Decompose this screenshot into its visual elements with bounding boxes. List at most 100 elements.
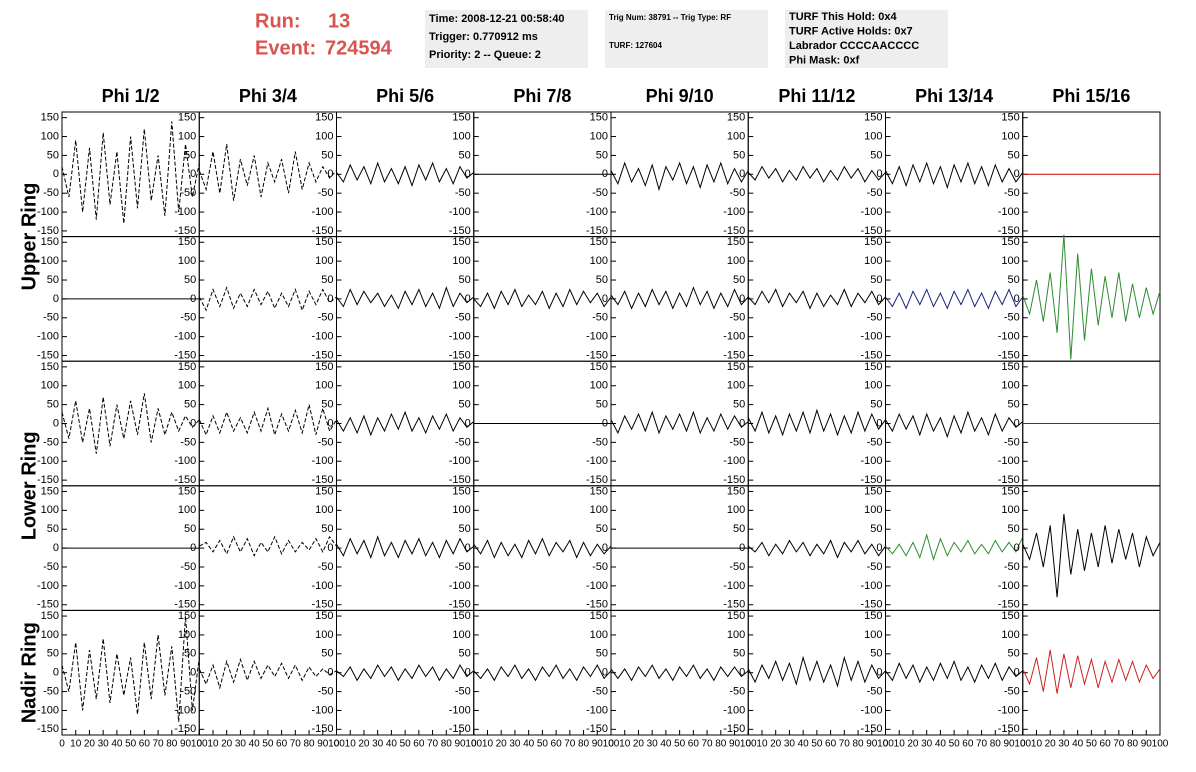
y-tick-label: -100 [174, 580, 196, 592]
y-tick-label: 0 [1014, 293, 1020, 305]
x-tick-label: 40 [249, 739, 261, 750]
y-tick-label: -50 [867, 312, 883, 324]
y-tick-label: 150 [452, 112, 470, 124]
y-tick-label: 0 [190, 417, 196, 429]
y-tick-label: 50 [1008, 523, 1020, 535]
panel-frame [1022, 609, 1161, 736]
y-tick-label: 150 [864, 361, 882, 373]
x-tick-label: 20 [84, 739, 96, 750]
y-tick-label: -150 [311, 599, 333, 611]
y-tick-label: -50 [729, 436, 745, 448]
y-tick-label: 50 [459, 149, 471, 161]
x-tick-label: 50 [1086, 739, 1098, 750]
y-tick-label: 100 [1001, 255, 1019, 267]
y-tick-label: 50 [47, 149, 59, 161]
y-tick-label: -50 [455, 436, 471, 448]
column-header: Phi 15/16 [1052, 86, 1130, 106]
y-tick-label: -50 [1004, 187, 1020, 199]
x-tick-label: 100 [877, 739, 894, 750]
y-tick-label: -100 [449, 704, 471, 716]
waveform [885, 660, 1024, 684]
y-tick-label: -50 [43, 436, 59, 448]
y-tick-label: 100 [864, 130, 882, 142]
y-tick-label: 100 [864, 504, 882, 516]
x-tick-label: 0 [745, 739, 751, 750]
info-box [605, 10, 768, 68]
y-tick-label: 150 [590, 485, 608, 497]
y-tick-label: 50 [870, 399, 882, 411]
y-tick-label: -50 [1004, 436, 1020, 448]
y-tick-label: -100 [723, 455, 745, 467]
panel-frame [1022, 485, 1161, 611]
y-tick-label: -50 [180, 561, 196, 573]
y-tick-label: -50 [592, 436, 608, 448]
y-tick-label: -100 [998, 704, 1020, 716]
y-tick-label: 0 [876, 293, 882, 305]
x-tick-label: 10 [1031, 739, 1043, 750]
y-tick-label: 0 [190, 667, 196, 679]
y-tick-label: 50 [321, 399, 333, 411]
waveform [336, 286, 475, 310]
waveform [1022, 234, 1161, 360]
y-tick-label: 100 [727, 629, 745, 641]
y-tick-label: 150 [590, 610, 608, 622]
y-tick-label: -100 [37, 580, 59, 592]
y-tick-label: 0 [602, 417, 608, 429]
waveform [610, 410, 749, 435]
x-tick-label: 50 [537, 739, 549, 750]
y-tick-label: 50 [596, 648, 608, 660]
y-tick-label: -150 [174, 723, 196, 735]
waveform [336, 664, 475, 682]
x-tick-label: 10 [894, 739, 906, 750]
y-tick-label: 0 [876, 168, 882, 180]
y-tick-label: 0 [739, 168, 745, 180]
y-tick-label: -50 [43, 187, 59, 199]
y-tick-label: 150 [727, 361, 745, 373]
y-tick-label: 0 [465, 542, 471, 554]
y-tick-label: -150 [998, 723, 1020, 735]
y-tick-label: 150 [452, 361, 470, 373]
y-tick-label: -100 [449, 580, 471, 592]
y-tick-label: -100 [586, 580, 608, 592]
waveform [61, 616, 200, 722]
x-tick-label: 30 [647, 739, 659, 750]
y-tick-label: 50 [47, 648, 59, 660]
x-tick-label: 30 [235, 739, 247, 750]
waveform [747, 165, 886, 183]
y-tick-label: 150 [590, 236, 608, 248]
y-tick-label: 100 [315, 130, 333, 142]
y-tick-label: 100 [727, 504, 745, 516]
y-tick-label: 150 [315, 236, 333, 248]
info-text: TURF This Hold: 0x4 [789, 11, 897, 23]
y-tick-label: 150 [727, 236, 745, 248]
y-tick-label: 50 [870, 149, 882, 161]
y-tick-label: -150 [311, 723, 333, 735]
y-tick-label: 100 [41, 380, 59, 392]
y-tick-label: 100 [452, 504, 470, 516]
y-tick-label: -50 [867, 436, 883, 448]
y-tick-label: -150 [998, 349, 1020, 361]
y-tick-label: 0 [190, 168, 196, 180]
y-tick-label: -50 [867, 685, 883, 697]
waveform [885, 161, 1024, 190]
x-tick-label: 10 [619, 739, 631, 750]
y-tick-label: 150 [178, 112, 196, 124]
y-tick-label: -100 [860, 455, 882, 467]
waveform [610, 161, 749, 192]
y-tick-label: 50 [459, 523, 471, 535]
y-tick-label: 150 [1001, 112, 1019, 124]
waveform [747, 288, 886, 310]
y-tick-label: 100 [727, 380, 745, 392]
y-tick-label: 150 [452, 485, 470, 497]
y-tick-label: 100 [864, 380, 882, 392]
y-tick-label: -100 [723, 704, 745, 716]
y-tick-label: -150 [998, 225, 1020, 237]
y-tick-label: 100 [727, 130, 745, 142]
panel-frame [1022, 236, 1161, 362]
x-tick-label: 70 [839, 739, 851, 750]
y-tick-label: 150 [41, 361, 59, 373]
y-tick-label: -100 [449, 331, 471, 343]
x-tick-label: 70 [427, 739, 439, 750]
x-tick-label: 70 [702, 739, 714, 750]
